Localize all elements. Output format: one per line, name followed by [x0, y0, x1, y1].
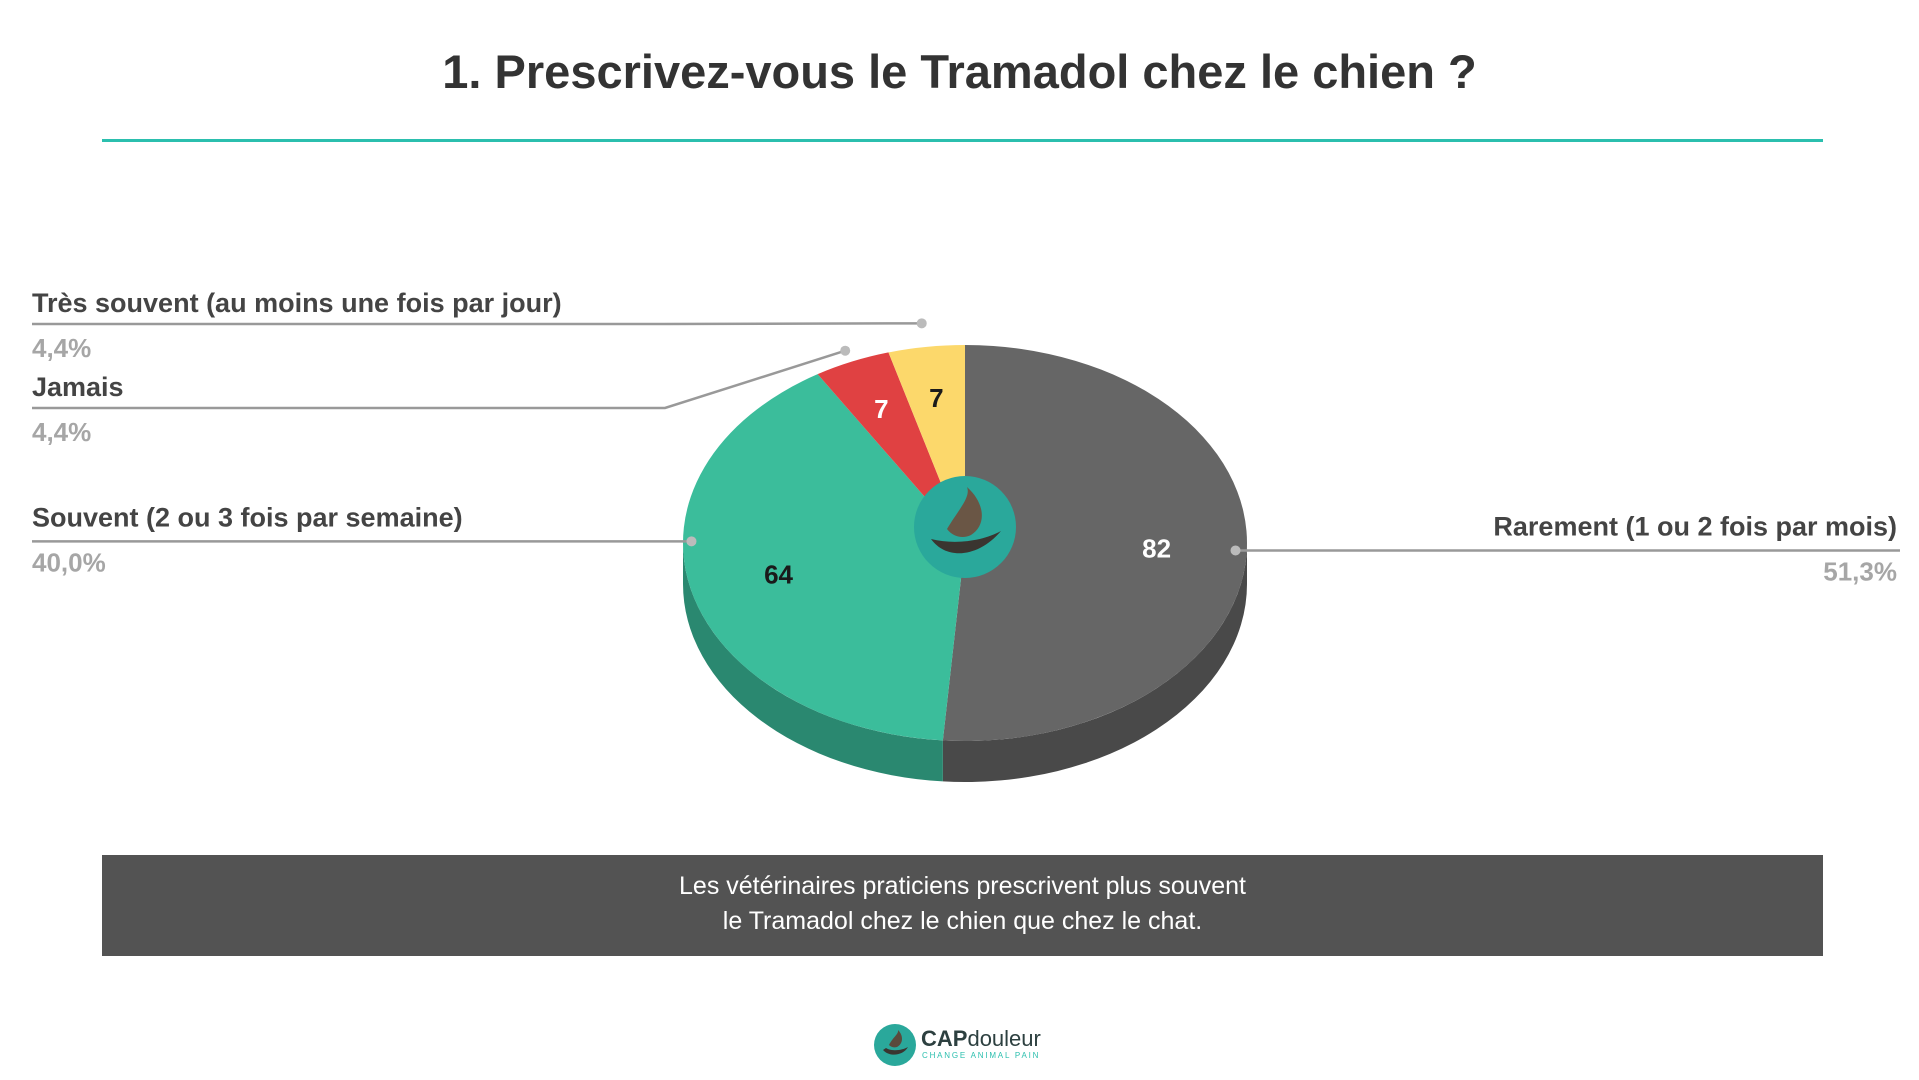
leader-line-jamais — [32, 349, 846, 410]
leader-line-tres-souvent-au-moins-une-fois-par-jour — [32, 322, 922, 326]
leader-dot-souvent-2-ou-3-fois-par-semaine — [686, 536, 697, 547]
legend-label-tres-souvent-au-moins-une-fois-par-jour: Très souvent (au moins une fois par jour… — [32, 288, 562, 318]
leader-dot-tres-souvent-au-moins-une-fois-par-jour — [916, 318, 927, 329]
legend-percent-souvent-2-ou-3-fois-par-semaine: 40,0% — [32, 547, 106, 577]
brand-name: CAPdouleur — [921, 1026, 1041, 1052]
caption-box: Les vétérinaires praticiens prescrivent … — [102, 855, 1823, 956]
pie-slice-souvent-2-ou-3-fois-par-semaine — [682, 374, 965, 741]
leader-dot-rarement-1-ou-2-fois-par-mois — [1230, 545, 1241, 556]
pie-side-souvent-2-ou-3-fois-par-semaine — [683, 543, 943, 782]
legend-percent-jamais: 4,4% — [32, 417, 91, 447]
center-logo-hand-icon — [931, 531, 1001, 554]
center-logo-paw-icon — [947, 487, 982, 537]
legend-percent-rarement-1-ou-2-fois-par-mois: 51,3% — [1823, 556, 1897, 586]
legend-percent-tres-souvent-au-moins-une-fois-par-jour: 4,4% — [32, 333, 91, 363]
title-divider — [102, 139, 1823, 142]
caption-line-2: le Tramadol chez le chien que chez le ch… — [722, 907, 1203, 935]
capdouleur-logo-icon — [874, 1024, 916, 1066]
slice-value-jamais: 7 — [874, 394, 888, 424]
brand-tagline: CHANGE ANIMAL PAIN — [922, 1051, 1041, 1060]
leader-dot-jamais — [840, 345, 851, 356]
slice-value-tres-souvent-au-moins-une-fois-par-jour: 7 — [929, 383, 943, 413]
pie-side-rarement-1-ou-2-fois-par-mois — [942, 543, 1247, 782]
slice-value-rarement-1-ou-2-fois-par-mois: 82 — [1142, 533, 1171, 563]
pie-slice-rarement-1-ou-2-fois-par-mois — [942, 345, 1247, 741]
brand-bold: CAP — [921, 1026, 968, 1051]
page-title: 1. Prescrivez-vous le Tramadol chez le c… — [442, 45, 1477, 98]
legend-label-souvent-2-ou-3-fois-par-semaine: Souvent (2 ou 3 fois par semaine) — [32, 502, 463, 532]
pie-chart: 82 64 7 7 Rarement (1 ou 2 fois par mois) 51,… — [32, 288, 1900, 782]
legend-label-rarement-1-ou-2-fois-par-mois: Rarement (1 ou 2 fois par mois) — [1493, 511, 1897, 541]
caption-line-1: Les vétérinaires praticiens prescrivent … — [679, 872, 1246, 900]
brand-rest: douleur — [967, 1026, 1041, 1051]
footer-logo: CAPdouleur CHANGE ANIMAL PAIN — [873, 1020, 1073, 1070]
slice-value-souvent-2-ou-3-fois-par-semaine: 64 — [764, 559, 793, 589]
legend-label-jamais: Jamais — [32, 372, 124, 402]
